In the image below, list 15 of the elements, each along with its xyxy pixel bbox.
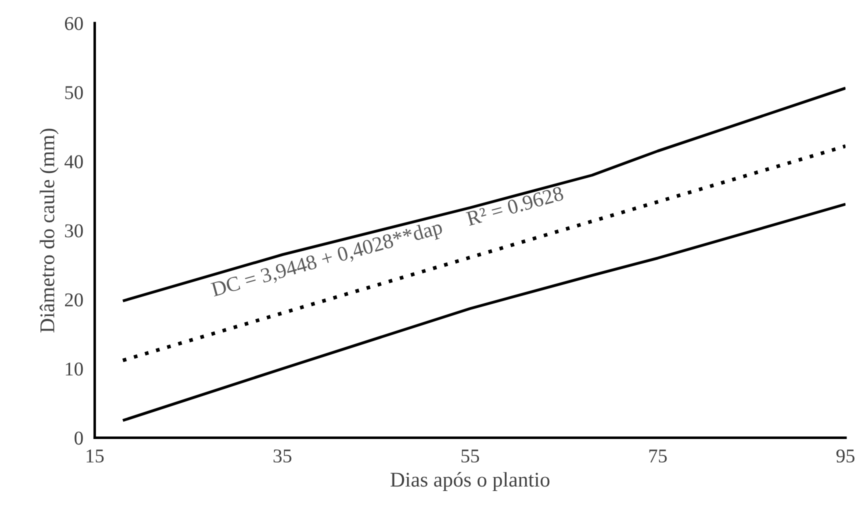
x-tick-label: 55 — [462, 450, 480, 463]
x-tick-label: 75 — [649, 450, 667, 463]
y-tick-label: 10 — [66, 362, 83, 376]
y-tick-label: 60 — [64, 16, 83, 30]
line-series — [121, 86, 846, 302]
x-tick-label: 35 — [274, 449, 292, 463]
y-axis-title: Diâmetro do caule (mm) — [40, 128, 59, 333]
x-axis-title: Dias após o plantio — [390, 472, 550, 491]
y-tick-label: 20 — [65, 293, 83, 306]
y-tick-label: 0 — [74, 432, 83, 445]
y-tick-label: 30 — [65, 224, 83, 238]
y-tick-label: 50 — [65, 86, 83, 100]
x-tick-label: 15 — [86, 450, 104, 463]
y-tick-label: 40 — [64, 155, 83, 168]
x-tick-label: 95 — [836, 449, 854, 463]
